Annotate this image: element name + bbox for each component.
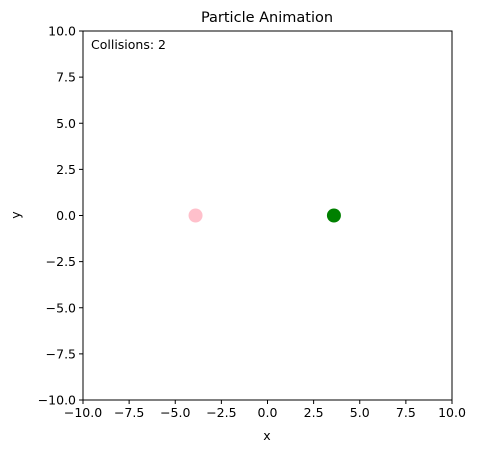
y-tick-label: −7.5 [46, 346, 76, 361]
y-tick-label: 5.0 [56, 116, 76, 131]
x-tick-label: 10.0 [438, 405, 466, 420]
y-axis-ticks: −10.0 −7.5 −5.0 −2.5 0.0 2.5 5.0 7.5 10.0 [38, 24, 83, 408]
x-tick-label: 0.0 [258, 405, 278, 420]
y-tick-label: −10.0 [38, 393, 76, 408]
particle-point-2 [326, 208, 341, 223]
y-axis-label: y [8, 211, 23, 219]
chart-title: Particle Animation [201, 10, 333, 26]
y-tick-label: 0.0 [56, 208, 76, 223]
x-tick-label: 5.0 [350, 405, 370, 420]
collisions-annotation: Collisions: 2 [91, 37, 166, 52]
y-tick-label: 10.0 [48, 24, 76, 39]
y-tick-label: −5.0 [46, 300, 76, 315]
x-axis-ticks: −10.0 −7.5 −5.0 −2.5 0.0 2.5 5.0 7.5 10.0 [64, 400, 466, 420]
x-axis-label: x [263, 428, 270, 443]
x-tick-label: −10.0 [64, 405, 102, 420]
x-tick-label: −2.5 [206, 405, 236, 420]
x-tick-label: 7.5 [396, 405, 416, 420]
x-tick-label: −5.0 [160, 405, 190, 420]
plot-frame [82, 30, 453, 401]
x-tick-label: −7.5 [114, 405, 144, 420]
scatter-points [188, 208, 341, 223]
plot-area [82, 30, 453, 401]
y-tick-label: 7.5 [56, 70, 76, 85]
y-tick-label: −2.5 [46, 254, 76, 269]
particle-point-1 [188, 208, 203, 223]
x-tick-label: 2.5 [304, 405, 324, 420]
y-tick-label: 2.5 [56, 162, 76, 177]
